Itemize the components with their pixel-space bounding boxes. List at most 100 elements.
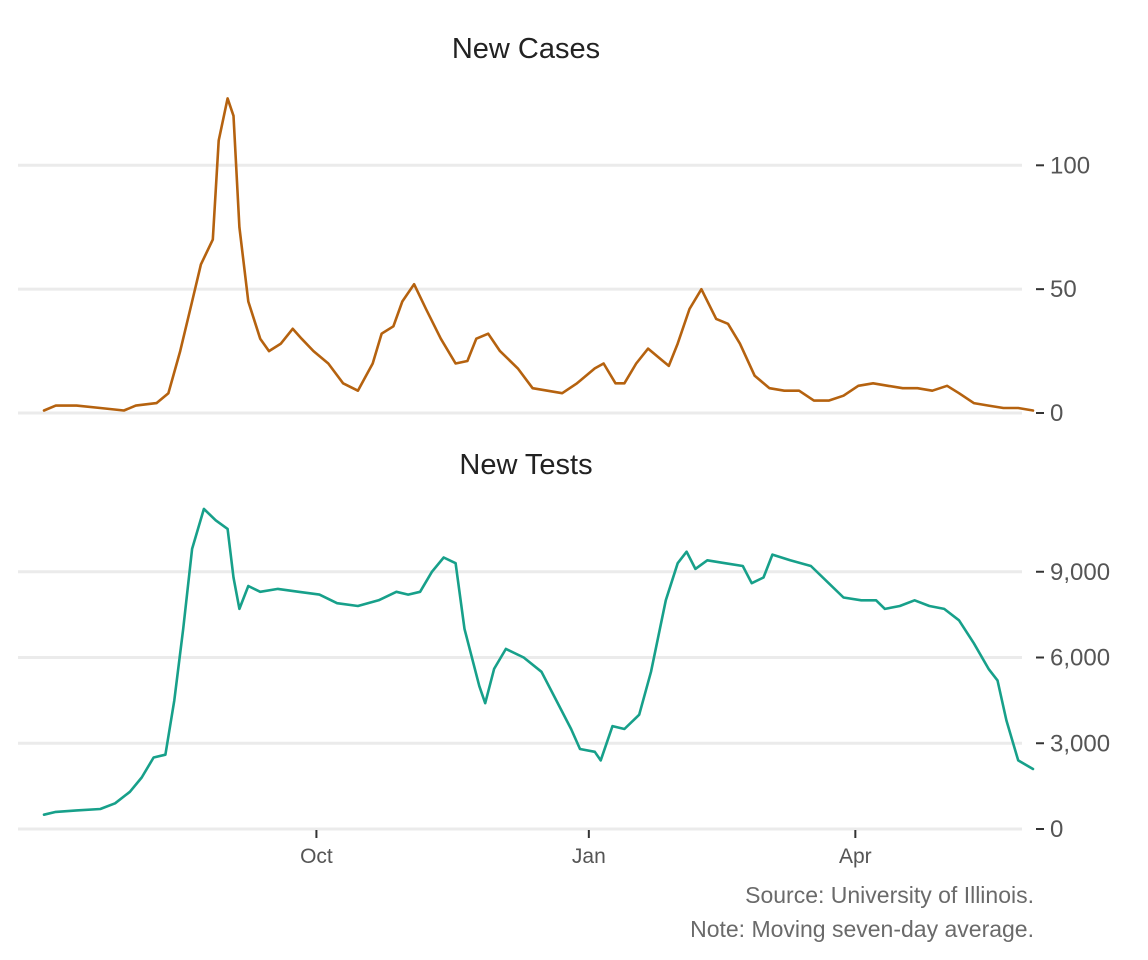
- data-point: [724, 562, 726, 564]
- data-point: [813, 400, 815, 402]
- data-point: [594, 751, 596, 753]
- data-point: [164, 754, 166, 756]
- data-point: [76, 809, 78, 812]
- data-point: [259, 338, 261, 340]
- data-point: [973, 642, 975, 644]
- data-point: [141, 776, 143, 779]
- data-point: [576, 382, 578, 384]
- x-tick-label: Apr: [839, 845, 872, 868]
- data-point: [635, 362, 637, 365]
- data-point: [327, 362, 329, 365]
- data-point: [665, 599, 667, 601]
- data-point: [1032, 768, 1034, 770]
- data-point: [771, 554, 774, 556]
- y-tick-label: 100: [1050, 152, 1090, 179]
- data-point: [603, 362, 605, 365]
- data-point: [123, 409, 125, 412]
- data-point: [440, 338, 442, 340]
- data-point: [884, 608, 886, 610]
- data-point: [55, 405, 57, 407]
- data-point: [677, 562, 679, 564]
- data-point: [238, 226, 240, 228]
- data-point: [99, 407, 101, 409]
- data-point: [413, 283, 415, 285]
- data-point: [943, 608, 945, 610]
- data-point: [499, 350, 501, 352]
- y-tick-label: 6,000: [1050, 645, 1110, 672]
- data-point: [614, 382, 617, 384]
- new-tests-panel: 0 3,000 6,000 9,000: [18, 507, 1110, 843]
- data-point: [742, 565, 744, 567]
- data-point: [232, 576, 235, 579]
- y-tick-label: 50: [1050, 276, 1077, 303]
- data-point: [931, 390, 933, 392]
- data-point: [594, 367, 596, 369]
- data-point: [238, 608, 240, 610]
- data-point: [798, 390, 800, 392]
- data-point: [1005, 719, 1008, 722]
- data-point: [277, 588, 279, 590]
- data-point: [247, 300, 249, 303]
- data-point: [1017, 759, 1019, 762]
- new-cases-panel: 0 50 100: [18, 97, 1090, 427]
- data-point: [887, 385, 889, 387]
- data-point: [215, 519, 217, 521]
- data-point: [973, 402, 975, 404]
- data-point: [218, 139, 220, 142]
- data-point: [828, 400, 830, 402]
- data-point: [688, 308, 691, 310]
- average-note: Note: Moving seven-day average.: [690, 916, 1034, 942]
- data-point: [372, 362, 374, 365]
- data-point: [357, 390, 359, 392]
- data-point: [336, 602, 338, 604]
- data-point: [357, 605, 359, 607]
- data-point: [523, 656, 525, 659]
- data-point: [431, 571, 433, 573]
- data-point: [706, 559, 708, 561]
- data-point: [647, 348, 649, 350]
- data-point: [739, 343, 741, 345]
- data-point: [1032, 409, 1034, 412]
- data-point: [946, 385, 948, 387]
- data-point: [203, 508, 205, 510]
- data-point: [686, 551, 688, 553]
- data-point: [247, 585, 249, 587]
- data-point: [212, 239, 214, 241]
- data-point: [611, 725, 614, 727]
- chart-title-new-cases: New Cases: [452, 33, 600, 65]
- data-point: [902, 387, 904, 389]
- data-point: [668, 365, 670, 367]
- series-line: [42, 507, 1035, 816]
- data-point: [392, 325, 394, 327]
- data-point: [466, 360, 468, 362]
- data-point: [182, 628, 184, 630]
- data-point: [857, 385, 859, 387]
- data-point: [191, 548, 193, 550]
- data-point: [762, 576, 765, 579]
- data-point: [342, 382, 344, 384]
- data-point: [570, 728, 572, 730]
- data-point: [561, 392, 563, 394]
- data-point: [860, 599, 862, 601]
- data-point: [179, 350, 181, 352]
- data-point: [135, 405, 137, 407]
- data-point: [842, 596, 845, 599]
- data-point: [789, 559, 791, 561]
- y-tick-label: 0: [1050, 400, 1063, 427]
- data-point: [914, 599, 916, 601]
- data-point: [842, 395, 845, 397]
- data-point: [153, 756, 155, 759]
- data-point: [191, 300, 193, 303]
- data-point: [155, 402, 158, 404]
- x-tick-label: Jan: [572, 845, 606, 868]
- data-point: [259, 591, 261, 593]
- data-point: [99, 808, 101, 810]
- data-point: [694, 568, 697, 570]
- data-point: [928, 605, 931, 607]
- data-point: [407, 594, 409, 596]
- data-point: [301, 338, 303, 340]
- data-point: [505, 648, 507, 650]
- data-point: [579, 748, 581, 750]
- x-axis: Oct Jan Apr: [300, 830, 872, 868]
- data-point: [381, 333, 383, 335]
